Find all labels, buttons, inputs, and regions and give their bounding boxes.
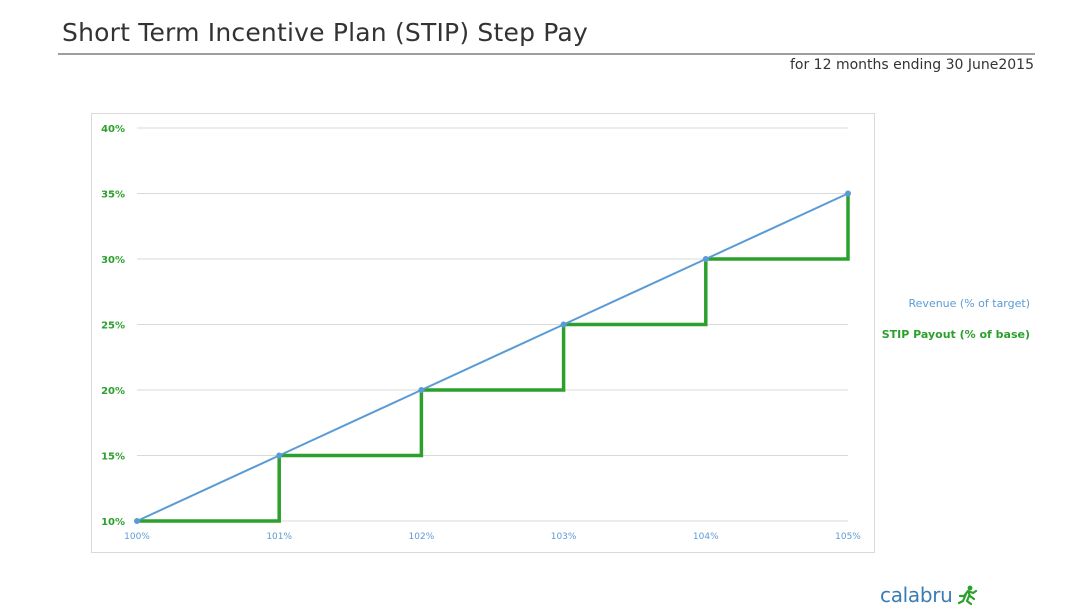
y-tick-label: 15% (101, 452, 125, 463)
y-tick-label: 40% (101, 124, 125, 135)
x-tick-label: 102% (409, 532, 435, 542)
y-tick-label: 30% (101, 255, 125, 266)
brand-logo: calabru (880, 583, 979, 607)
legend-revenue: Revenue (% of target) (908, 297, 1030, 310)
stip-step-chart: 10% 15% 20% 25% 30% 35% 40% 100% 101% 102% 103% 104… (101, 124, 861, 542)
y-tick-label: 20% (101, 386, 125, 397)
title-divider (58, 53, 1035, 55)
series-revenue-line (136, 192, 849, 522)
x-tick-label: 103% (551, 532, 577, 542)
revenue-point (418, 387, 425, 393)
chart-area: 10% 15% 20% 25% 30% 35% 40% 100% 101% 102% 103% 104… (91, 113, 875, 553)
x-tick-label: 100% (124, 532, 150, 542)
y-tick-label: 25% (101, 321, 125, 332)
revenue-point (134, 518, 140, 524)
revenue-point (702, 256, 709, 262)
x-tick-label: 101% (266, 532, 292, 542)
page-subtitle: for 12 months ending 30 June2015 (789, 57, 1034, 73)
chart-legend: Revenue (% of target) STIP Payout (% of … (870, 297, 1030, 359)
y-tick-label: 35% (101, 190, 125, 201)
brand-name: calabru (880, 583, 953, 607)
revenue-point (560, 321, 567, 328)
legend-stip: STIP Payout (% of base) (881, 328, 1030, 341)
series-stip-payout-line (135, 191, 850, 523)
page-title: Short Term Incentive Plan (STIP) Step Pa… (62, 18, 588, 47)
x-tick-label: 104% (693, 532, 719, 542)
running-figure-icon (957, 585, 977, 605)
y-tick-label: 10% (101, 517, 125, 528)
revenue-point (845, 190, 851, 197)
revenue-point (276, 452, 283, 459)
x-tick-label: 105% (835, 532, 861, 542)
